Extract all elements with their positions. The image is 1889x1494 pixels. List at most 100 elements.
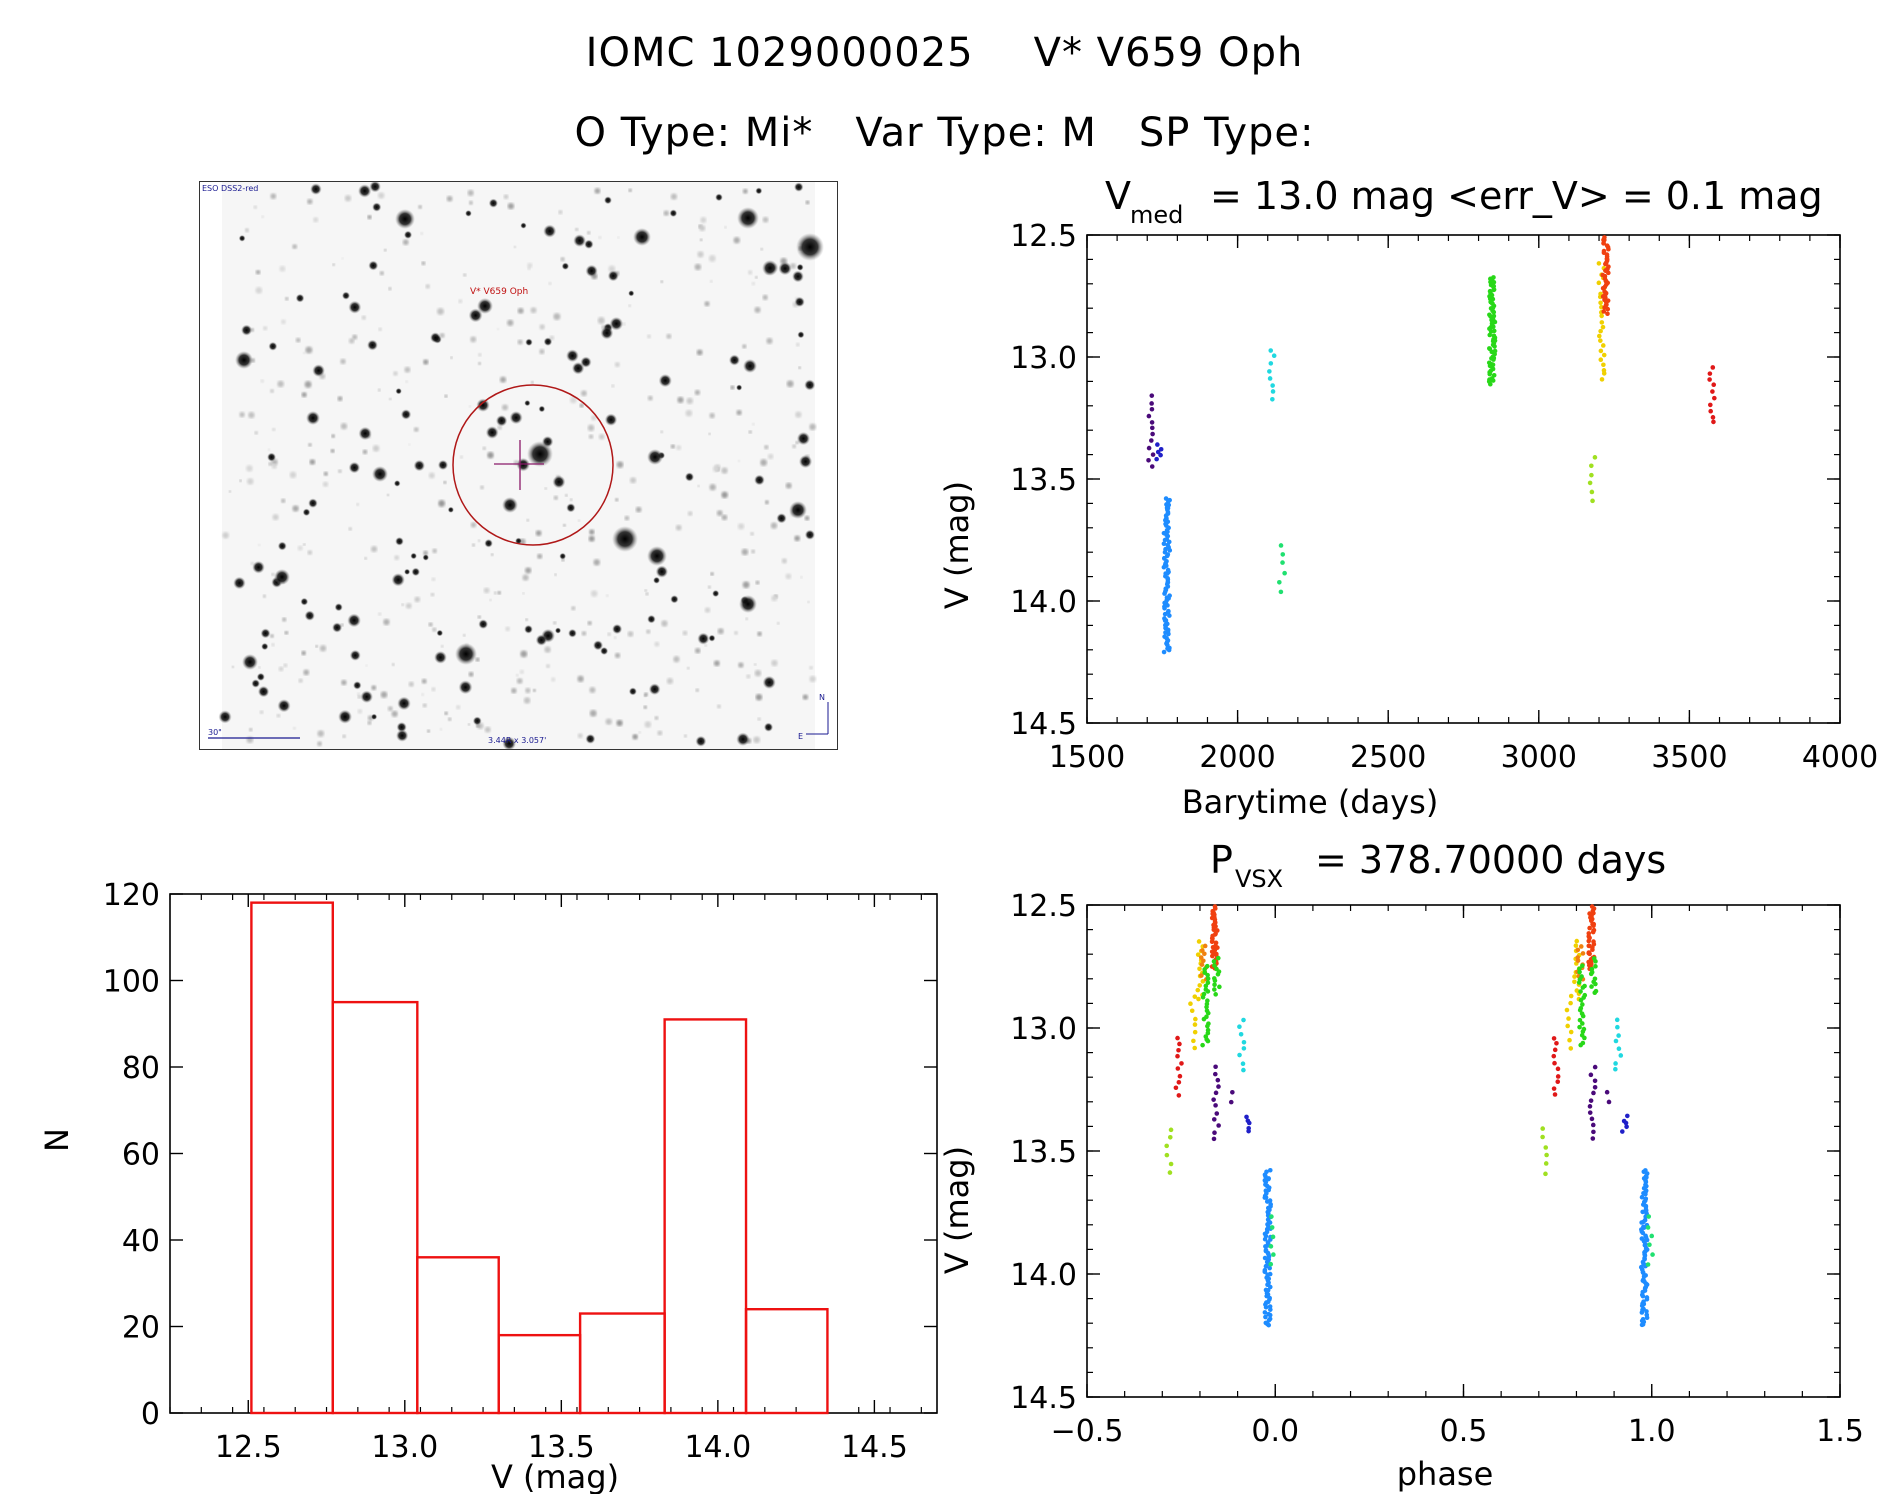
star [543, 224, 557, 238]
hist-y-tick-label: 40 [122, 1224, 160, 1259]
ph-point [1572, 974, 1577, 979]
ph-point [1209, 939, 1215, 945]
ph-point [1588, 1098, 1594, 1103]
faint-star [271, 572, 275, 576]
faint-star [546, 664, 550, 669]
faint-star [292, 726, 296, 730]
ph-point [1271, 1252, 1276, 1257]
faint-star [525, 687, 531, 694]
star [256, 672, 265, 681]
faint-star [255, 269, 261, 275]
star [349, 649, 361, 661]
faint-star [742, 188, 748, 194]
ph-point [1175, 1053, 1180, 1059]
ph-point [1580, 951, 1586, 956]
star [658, 373, 672, 388]
faint-star [685, 409, 693, 417]
faint-star [268, 462, 272, 466]
faint-star [248, 727, 253, 732]
faint-star [319, 645, 327, 652]
faint-star [255, 286, 263, 294]
faint-star [605, 594, 609, 597]
star [391, 573, 405, 587]
faint-star [710, 572, 714, 576]
faint-star [700, 217, 707, 224]
lc-point [1600, 324, 1606, 330]
ph-point [1269, 1214, 1274, 1219]
lc-point [1270, 389, 1276, 394]
faint-star [270, 193, 277, 200]
lc-frame [1086, 234, 1841, 724]
star [648, 683, 661, 696]
faint-star [760, 248, 763, 251]
faint-star [654, 641, 660, 647]
lc-point [1268, 348, 1274, 353]
ph-point [1203, 983, 1209, 989]
faint-star [607, 632, 611, 636]
ph-point [1263, 1314, 1268, 1320]
faint-star [393, 371, 398, 376]
bright-star [372, 466, 388, 482]
ph-point [1266, 1317, 1272, 1323]
faint-star [807, 601, 810, 604]
faint-star [591, 415, 597, 421]
faint-star [593, 559, 600, 566]
ph-point [1213, 992, 1218, 997]
ph-point [1212, 1130, 1217, 1136]
lc-point [1280, 552, 1286, 557]
star-name: V* V659 Oph [1033, 30, 1304, 76]
faint-star [349, 338, 355, 344]
ph-group [1244, 1114, 1252, 1134]
lc-point [1603, 261, 1608, 267]
star [476, 398, 490, 412]
faint-star [468, 671, 474, 677]
faint-star [742, 581, 750, 589]
ph-point [1238, 1031, 1244, 1037]
faint-star [670, 193, 678, 200]
lc-y-tick-label: 14.5 [1010, 707, 1077, 742]
faint-star [694, 263, 702, 271]
faint-star [357, 709, 363, 714]
star [573, 234, 586, 247]
ph-point [1575, 947, 1581, 953]
star [794, 296, 805, 308]
hist-ylabel: N [38, 1128, 76, 1152]
lc-x-tick-label: 3000 [1501, 740, 1577, 775]
lc-point [1710, 415, 1716, 420]
ph-group [1638, 1168, 1650, 1328]
ph-point [1205, 1038, 1211, 1044]
bright-star [737, 207, 759, 229]
lc-x-tick-label: 4000 [1802, 740, 1878, 775]
ph-point [1592, 1085, 1598, 1090]
star [554, 627, 562, 634]
faint-star [405, 603, 412, 609]
lc-point [1167, 548, 1173, 553]
star [348, 300, 362, 314]
object-type: O Type: Mi* [574, 110, 814, 156]
faint-star [531, 381, 534, 384]
faint-star [553, 621, 557, 625]
faint-star [804, 515, 810, 521]
lc-point [1161, 564, 1167, 570]
faint-star [753, 663, 757, 666]
faint-star [467, 723, 471, 726]
faint-star [525, 567, 532, 574]
faint-star [569, 498, 573, 501]
faint-star [757, 717, 761, 721]
star [669, 209, 678, 218]
faint-star [482, 446, 486, 451]
faint-star [781, 558, 787, 564]
faint-star [272, 514, 279, 521]
ph-point [1540, 1134, 1545, 1140]
star [509, 411, 523, 425]
ph-frame [1086, 904, 1841, 1398]
ph-point [1213, 1090, 1219, 1096]
hist-x-tick-label: 14.0 [684, 1430, 751, 1465]
faint-star [276, 713, 281, 718]
faint-star [490, 553, 494, 556]
faint-star [431, 577, 436, 582]
faint-star [338, 469, 342, 474]
faint-star [721, 491, 728, 499]
ph-point [1591, 1129, 1596, 1135]
lc-point [1280, 560, 1285, 565]
